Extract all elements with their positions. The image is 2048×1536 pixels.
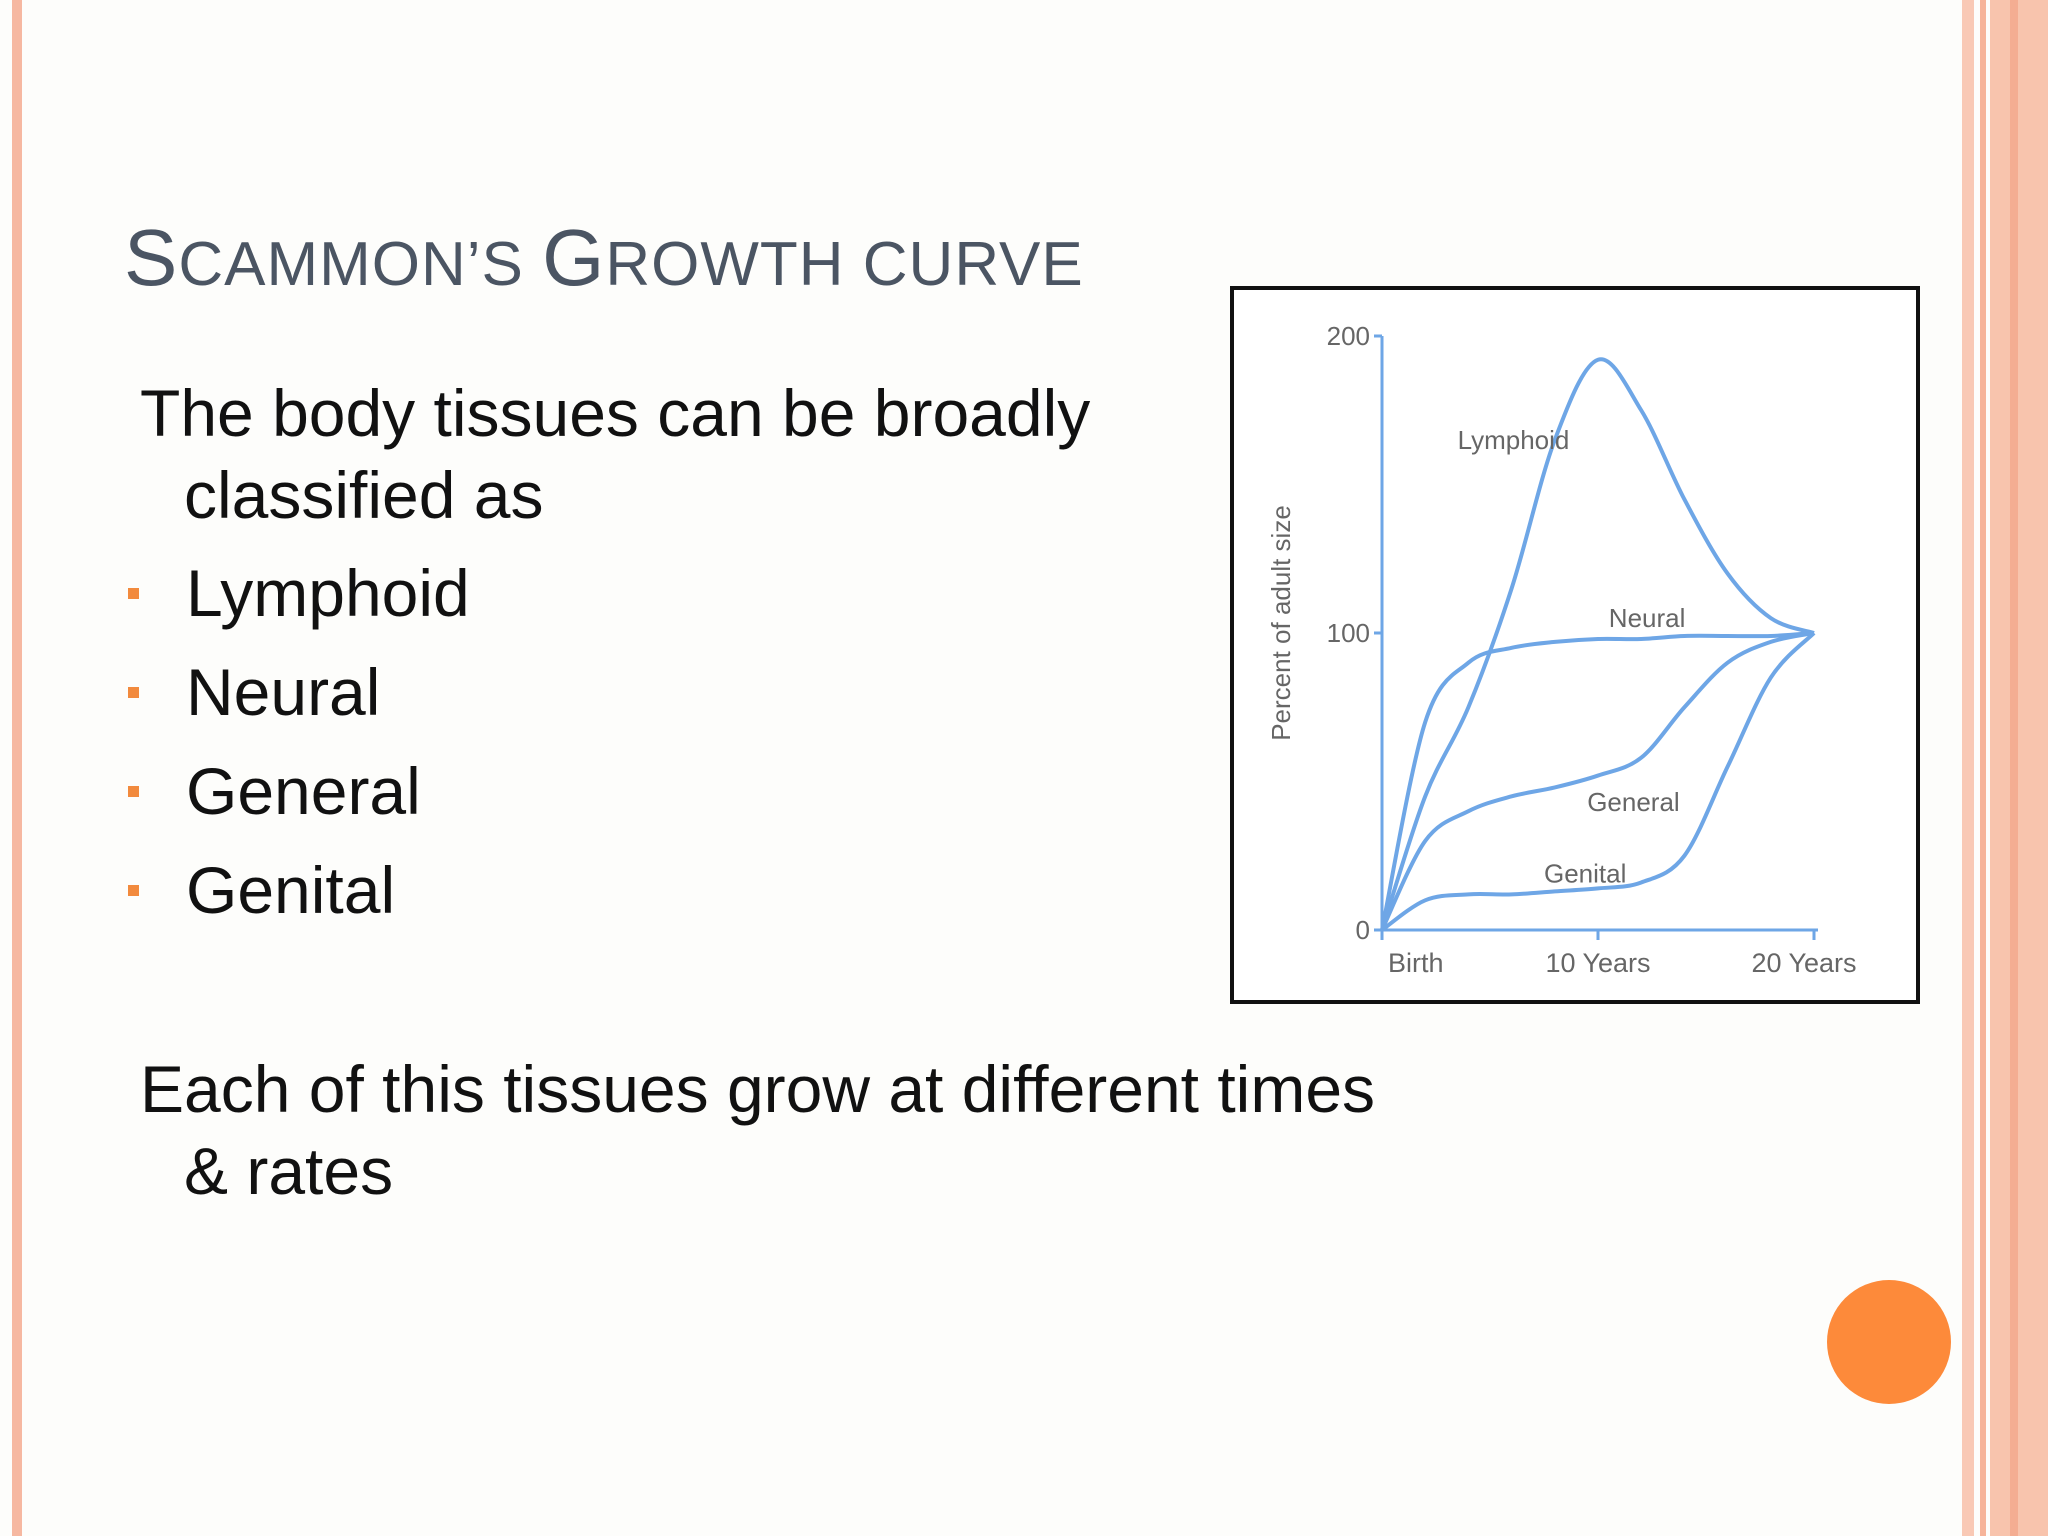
y-axis-label: Percent of adult size [1266, 505, 1296, 741]
left-border-stripe [12, 0, 22, 1536]
title-part: CAMMON’S [178, 230, 543, 299]
bullet-square-icon [128, 588, 139, 599]
bullet-square-icon [128, 786, 139, 797]
growth-curve-chart: 0 100 200 Birth 10 Years 20 Years Percent of a… [1266, 321, 1857, 978]
right-border-stripe-3 [1990, 0, 2048, 1536]
growth-curve-figure: 0 100 200 Birth 10 Years 20 Years Percent of a… [1230, 286, 1920, 1004]
decorative-orange-circle [1827, 1280, 1951, 1404]
bullet-square-icon [128, 687, 139, 698]
series-line-genital [1380, 631, 1816, 932]
series-label: Lymphoid [1458, 425, 1570, 455]
right-border-stripe-4 [2010, 0, 2018, 1536]
bullet-square-icon [128, 885, 139, 896]
series-label: Genital [1544, 858, 1626, 888]
series-label: Neural [1609, 603, 1686, 633]
series-line-lymphoid [1380, 357, 1815, 931]
list-item-label: Genital [186, 853, 396, 927]
slide-title: SCAMMON’S GROWTH CURVE [124, 212, 1084, 304]
outro-line-2: & rates [184, 1134, 394, 1208]
title-part: S [124, 213, 179, 302]
title-part: G [542, 213, 606, 302]
intro-line-1: The body tissues can be broadly [140, 376, 1091, 450]
outro-paragraph: Each of this tissues grow at different t… [140, 1048, 1375, 1212]
x-tick-label: Birth [1388, 948, 1444, 978]
y-tick-label: 200 [1327, 321, 1370, 351]
y-tick-label: 100 [1327, 618, 1370, 648]
x-tick-label: 10 Years [1545, 948, 1650, 978]
series-line-neural [1380, 631, 1815, 931]
right-border-stripe-2 [1980, 0, 1986, 1536]
intro-paragraph: The body tissues can be broadly classifi… [140, 372, 1090, 536]
list-item-label: Lymphoid [186, 556, 470, 630]
list-item-label: General [186, 754, 421, 828]
list-item-label: Neural [186, 655, 381, 729]
right-border-stripe-1 [1962, 0, 1974, 1536]
title-part: ROWTH CURVE [605, 230, 1084, 299]
intro-line-2: classified as [184, 458, 544, 532]
series-label: General [1587, 787, 1680, 817]
y-tick-label: 0 [1356, 915, 1370, 945]
outro-line-1: Each of this tissues grow at different t… [140, 1052, 1376, 1126]
x-tick-label: 20 Years [1751, 948, 1856, 978]
series-line-general [1380, 631, 1815, 931]
